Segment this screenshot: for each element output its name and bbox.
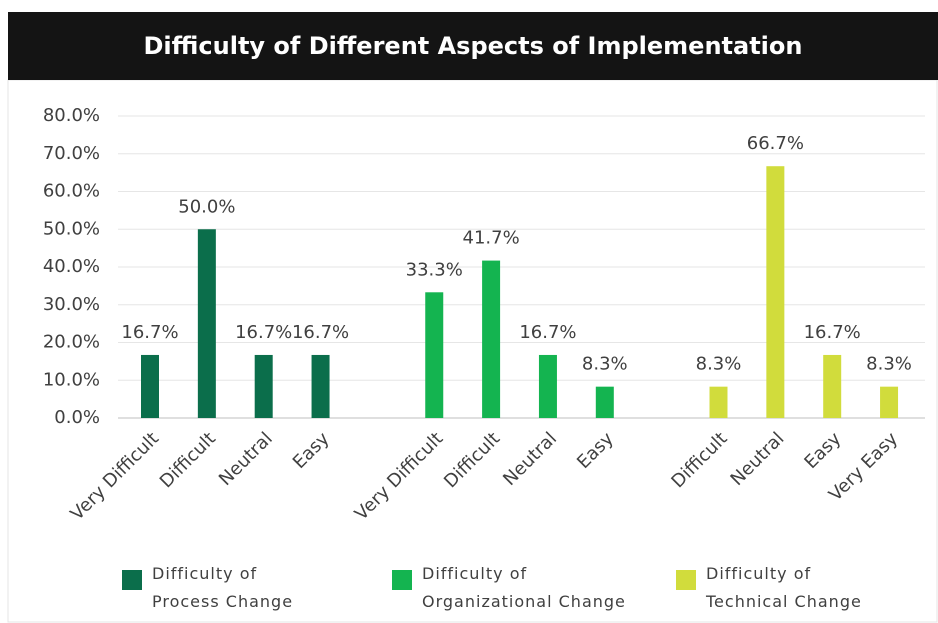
y-tick-label: 60.0% — [43, 181, 100, 202]
y-tick-label: 0.0% — [54, 407, 100, 428]
legend-label: Difficulty of Organizational Change — [422, 564, 626, 611]
title-band — [8, 12, 938, 80]
y-tick-label: 80.0% — [43, 105, 100, 126]
legend-item: Difficulty of Organizational Change — [392, 560, 632, 616]
value-label: 16.7% — [121, 322, 178, 343]
bar — [538, 354, 557, 418]
bar — [254, 354, 273, 418]
chart-title: Difficulty of Different Aspects of Imple… — [144, 32, 803, 60]
bar — [766, 166, 785, 418]
chart-frame — [7, 79, 938, 623]
value-label: 16.7% — [292, 322, 349, 343]
bar — [482, 260, 501, 418]
bar — [311, 354, 330, 418]
y-tick-label: 30.0% — [43, 294, 100, 315]
value-label: 16.7% — [519, 322, 576, 343]
value-label: 8.3% — [696, 354, 742, 375]
y-tick-label: 20.0% — [43, 332, 100, 353]
legend-item: Difficulty of Process Change — [122, 560, 302, 616]
bar — [595, 386, 614, 418]
y-tick-label: 10.0% — [43, 369, 100, 390]
y-tick-label: 50.0% — [43, 218, 100, 239]
bar — [425, 292, 444, 418]
value-label: 16.7% — [235, 322, 292, 343]
bar — [880, 386, 899, 418]
value-label: 16.7% — [804, 322, 861, 343]
value-label: 41.7% — [463, 228, 520, 249]
legend-swatch — [392, 570, 412, 590]
value-label: 66.7% — [747, 133, 804, 154]
legend-label: Difficulty of Process Change — [152, 564, 294, 611]
bar — [197, 229, 216, 418]
legend-item: Difficulty of Technical Change — [676, 560, 871, 616]
value-label: 33.3% — [406, 259, 463, 280]
legend-swatch — [122, 570, 142, 590]
bar — [141, 354, 159, 418]
value-label: 8.3% — [866, 354, 912, 375]
value-label: 50.0% — [178, 196, 235, 217]
bar — [823, 354, 842, 418]
legend-label: Difficulty of Technical Change — [706, 564, 862, 611]
y-tick-label: 70.0% — [43, 143, 100, 164]
value-label: 8.3% — [582, 354, 628, 375]
y-tick-label: 40.0% — [43, 256, 100, 277]
bar — [709, 386, 728, 418]
legend-swatch — [676, 570, 696, 590]
